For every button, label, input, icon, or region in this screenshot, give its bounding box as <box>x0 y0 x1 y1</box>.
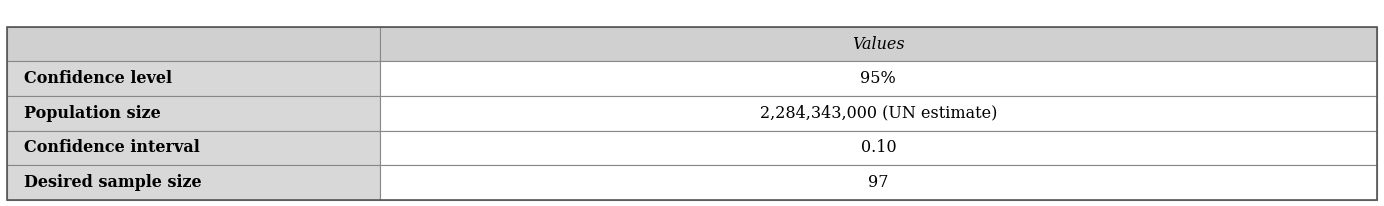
Text: Confidence interval: Confidence interval <box>24 139 199 156</box>
Bar <box>379 96 1377 131</box>
Text: Values: Values <box>853 36 905 53</box>
Bar <box>379 165 1377 200</box>
Bar <box>7 96 379 131</box>
Bar <box>7 27 379 61</box>
Text: 2,284,343,000 (UN estimate): 2,284,343,000 (UN estimate) <box>760 105 996 122</box>
Text: Population size: Population size <box>24 105 161 122</box>
Text: 0.10: 0.10 <box>861 139 897 156</box>
Bar <box>7 131 379 165</box>
Text: 95%: 95% <box>861 70 897 87</box>
Bar <box>7 165 379 200</box>
Bar <box>379 61 1377 96</box>
Bar <box>7 27 1377 200</box>
Text: Desired sample size: Desired sample size <box>24 174 201 191</box>
Bar <box>379 27 1377 61</box>
Text: Confidence level: Confidence level <box>24 70 172 87</box>
Bar <box>379 131 1377 165</box>
Text: 97: 97 <box>868 174 889 191</box>
Bar <box>7 61 379 96</box>
